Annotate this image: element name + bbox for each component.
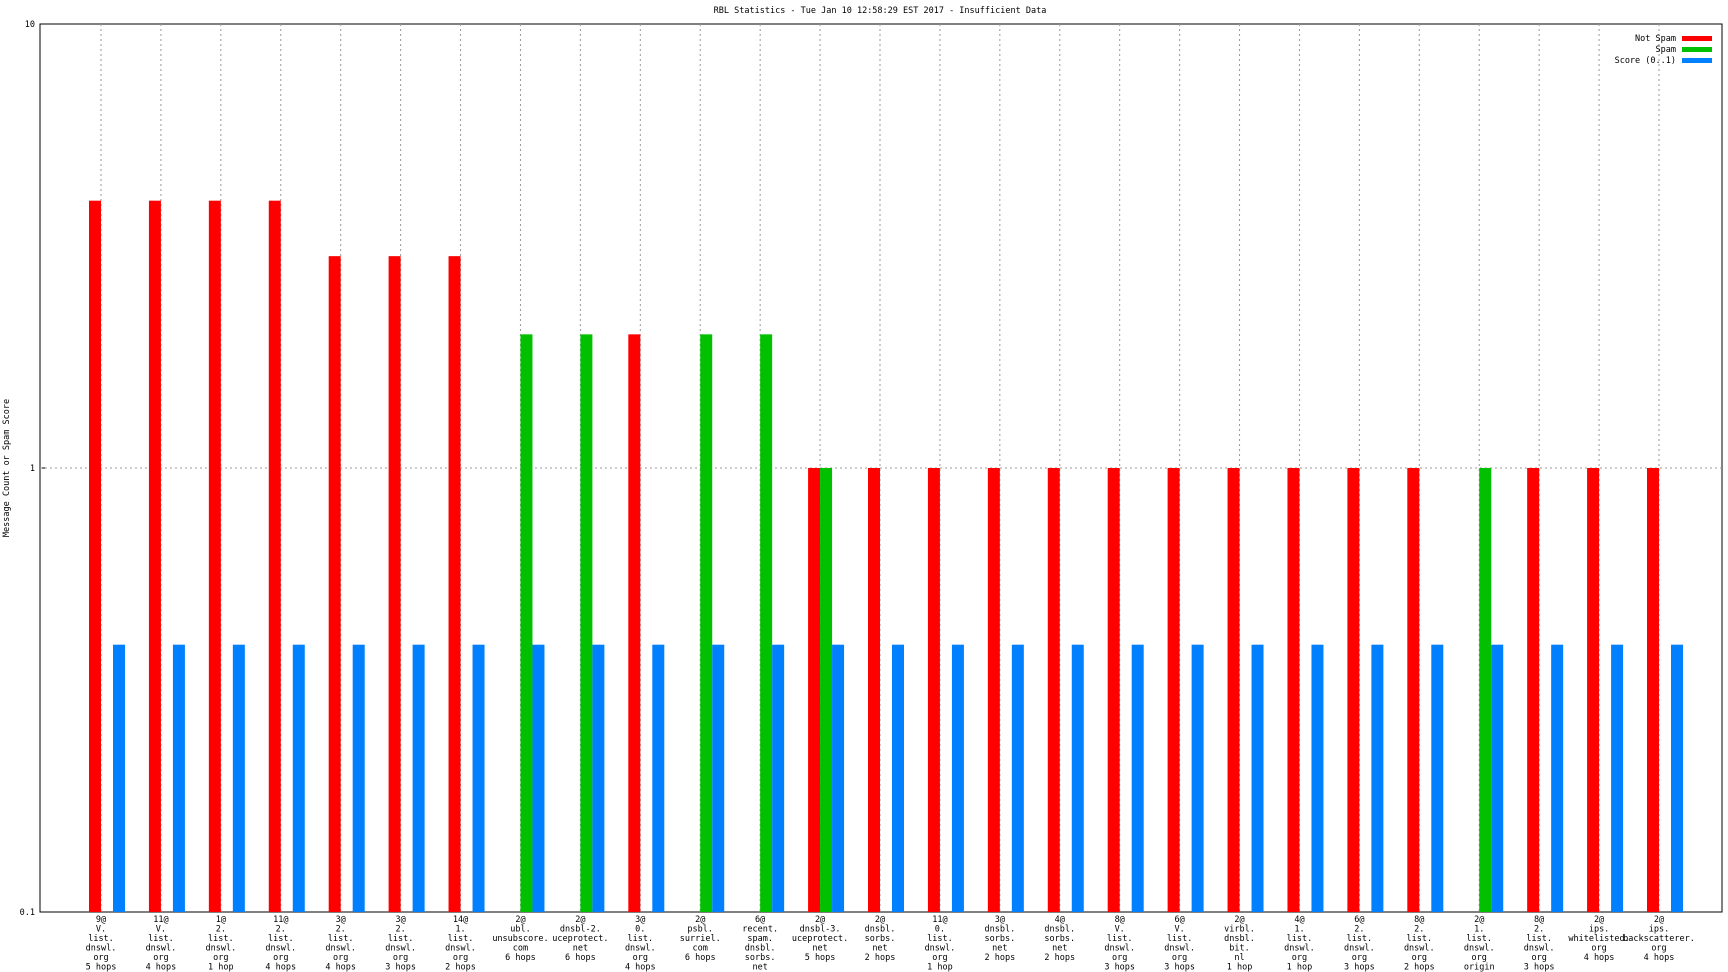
x-tick-label: 14@ 1. list. dnswl. org 2 hops — [445, 915, 476, 972]
bar — [532, 644, 545, 912]
bar — [328, 256, 341, 912]
bar — [700, 334, 713, 913]
bar — [1191, 644, 1204, 912]
bar — [448, 256, 461, 912]
x-tick-label: 2@ virbl. dnsbl. bit. nl 1 hop — [1224, 915, 1255, 972]
bar — [1347, 468, 1360, 912]
bar — [580, 334, 593, 913]
x-tick-label: 3@ dnsbl. sorbs. net 2 hops — [984, 915, 1015, 963]
x-tick-label: 2@ dnsbl. sorbs. net 2 hops — [865, 915, 896, 963]
chart-title: RBL Statistics - Tue Jan 10 12:58:29 EST… — [714, 6, 1047, 16]
x-tick-label: 2@ ips. whitelisted. org 4 hops — [1568, 915, 1629, 963]
x-tick-label: 1@ 2. list. dnswl. org 1 hop — [205, 915, 236, 972]
bar — [987, 468, 1000, 912]
bar — [652, 644, 665, 912]
x-tick-label: 9@ V. list. dnswl. org 5 hops — [86, 915, 117, 972]
bar — [113, 644, 125, 912]
x-tick-label: 3@ 2. list. dnswl. org 3 hops — [385, 915, 416, 972]
bar — [1071, 644, 1084, 912]
legend-swatch — [1682, 36, 1712, 41]
bar — [712, 644, 725, 912]
x-tick-label: 11@ 0. list. dnswl. org 1 hop — [925, 915, 956, 972]
x-tick-label: 8@ 2. list. dnswl. org 2 hops — [1404, 915, 1435, 972]
bar — [232, 644, 245, 912]
bar — [1407, 468, 1420, 912]
bar — [592, 644, 605, 912]
bar — [951, 644, 964, 912]
bar — [148, 200, 161, 912]
x-tick-label: 6@ V. list. dnswl. org 3 hops — [1164, 915, 1195, 972]
bar — [892, 644, 904, 912]
bar — [89, 200, 101, 912]
y-tick-label: 0.1 — [20, 908, 35, 918]
bar — [520, 334, 533, 913]
x-tick-label: 2@ dnsbl-3. uceprotect. net 5 hops — [792, 915, 848, 963]
bar — [292, 644, 305, 912]
bar — [772, 644, 785, 912]
y-tick-label: 10 — [25, 20, 35, 30]
x-tick-label: 2@ ubl. unsubscore. com 6 hops — [492, 915, 548, 963]
bar — [1527, 468, 1540, 912]
legend-label: Not Spam — [1635, 34, 1676, 44]
bar — [1479, 468, 1492, 912]
bar — [1671, 644, 1683, 912]
bar — [1491, 644, 1504, 912]
x-tick-label: 8@ V. list. dnswl. org 3 hops — [1104, 915, 1135, 972]
bar — [1551, 644, 1564, 912]
bar — [760, 334, 773, 913]
x-tick-label: 3@ 0. list. dnswl. org 4 hops — [625, 915, 656, 972]
x-tick-label: 4@ dnsbl. sorbs. net 2 hops — [1044, 915, 1075, 963]
bar — [1047, 468, 1060, 912]
bar — [388, 256, 401, 912]
bar — [172, 644, 185, 912]
y-axis-label: Message Count or Spam Score — [2, 399, 12, 537]
bar — [1227, 468, 1240, 912]
x-tick-label: 11@ V. list. dnswl. org 4 hops — [146, 915, 177, 972]
bar — [927, 468, 940, 912]
bar — [820, 468, 833, 912]
x-tick-label: 2@ psbl. surriel. com 6 hops — [680, 915, 721, 963]
bar — [268, 200, 281, 912]
x-tick-label: 2@ 1. list. dnswl. org origin — [1464, 915, 1495, 972]
bar — [1287, 468, 1300, 912]
bar — [208, 200, 221, 912]
legend-label: Score (0..1) — [1615, 56, 1676, 66]
bar — [352, 644, 365, 912]
bar — [1107, 468, 1120, 912]
bar — [412, 644, 425, 912]
bar — [1587, 468, 1600, 912]
x-tick-label: 6@ 2. list. dnswl. org 3 hops — [1344, 915, 1375, 972]
bar — [472, 644, 485, 912]
bar — [1611, 644, 1624, 912]
bar — [1167, 468, 1180, 912]
x-tick-label: 8@ 2. list. dnswl. org 3 hops — [1524, 915, 1555, 972]
x-tick-label: 2@ ips. backscatterer. org 4 hops — [1623, 915, 1695, 963]
x-tick-label: 3@ 2. list. dnswl. org 4 hops — [325, 915, 356, 972]
y-tick-label: 1 — [30, 464, 35, 474]
x-tick-label: 11@ 2. list. dnswl. org 4 hops — [265, 915, 296, 972]
bar — [1011, 644, 1024, 912]
bar — [832, 644, 845, 912]
bar — [1131, 644, 1144, 912]
bar — [1251, 644, 1264, 912]
bar — [1431, 644, 1444, 912]
bar — [1647, 468, 1659, 912]
legend-label: Spam — [1656, 45, 1676, 55]
x-tick-label: 4@ 1. list. dnswl. org 1 hop — [1284, 915, 1315, 972]
bar — [808, 468, 821, 912]
bar — [868, 468, 880, 912]
legend-swatch — [1682, 47, 1712, 52]
bar — [1311, 644, 1324, 912]
bar — [628, 334, 641, 913]
bar — [1371, 644, 1384, 912]
x-tick-label: 2@ dnsbl-2. uceprotect. net 6 hops — [552, 915, 608, 963]
legend-swatch — [1682, 58, 1712, 63]
